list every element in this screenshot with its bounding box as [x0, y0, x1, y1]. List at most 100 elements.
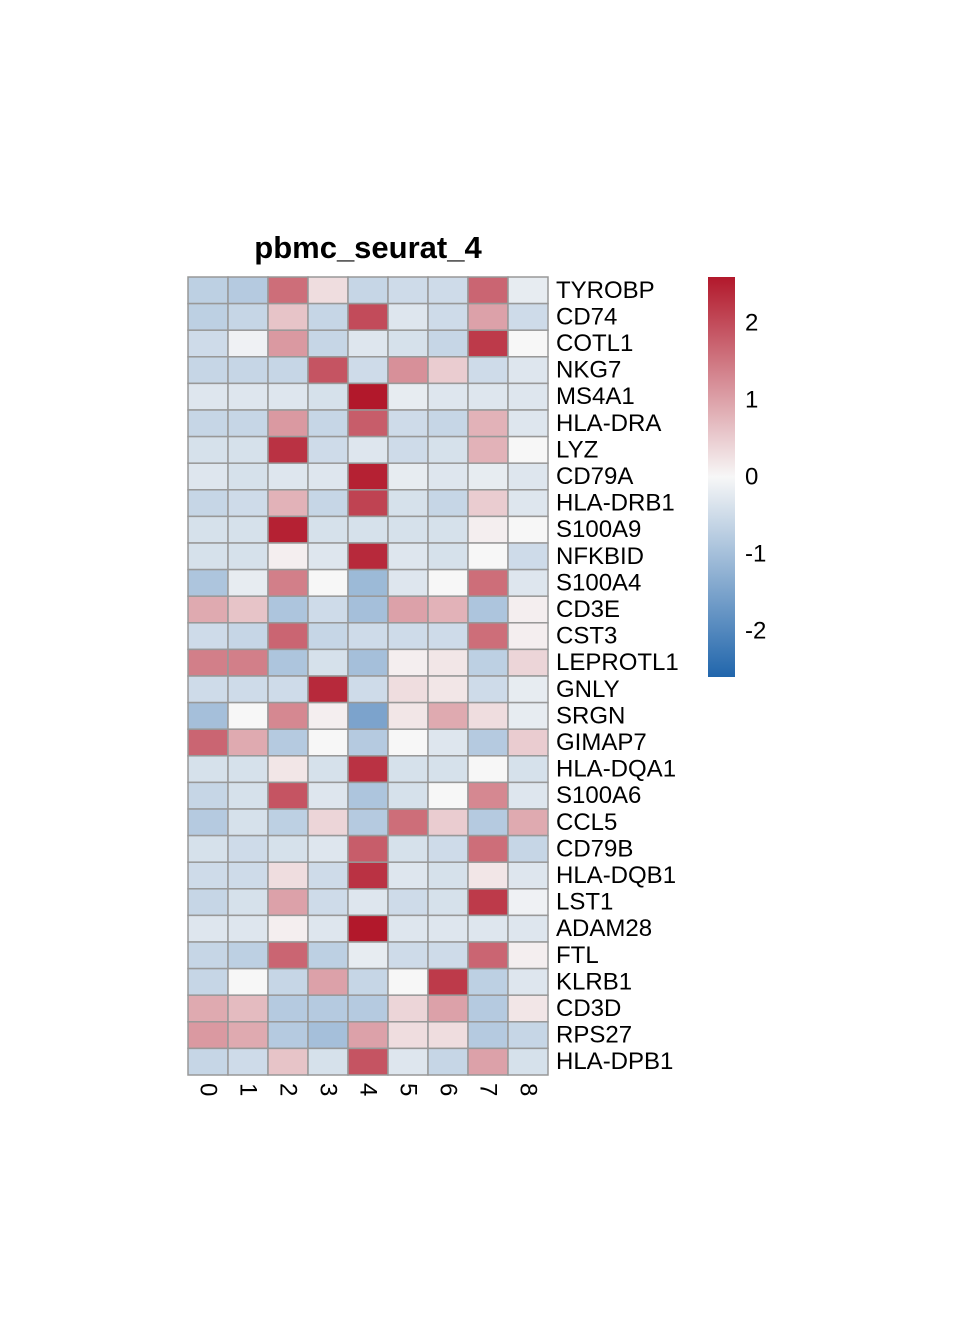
legend-tick-labels: 2 1 0 -1 -2 [745, 310, 766, 645]
heatmap-cell [267, 276, 309, 305]
heatmap-cell [187, 1047, 229, 1076]
column-label: 5 [395, 1083, 422, 1096]
heatmap-cell [387, 515, 429, 544]
heatmap-cell [187, 648, 229, 677]
heatmap-cell [307, 701, 349, 730]
row-label: SRGN [556, 702, 625, 729]
heatmap-cell [347, 329, 389, 358]
heatmap-cell [307, 888, 349, 917]
heatmap-cell [267, 622, 309, 651]
heatmap-cell [227, 435, 269, 464]
heatmap-cell [227, 755, 269, 784]
heatmap-cell [267, 595, 309, 624]
heatmap-cell [267, 542, 309, 571]
heatmap-cell [187, 329, 229, 358]
heatmap-cell [387, 755, 429, 784]
heatmap-cell [347, 941, 389, 970]
heatmap-cell [387, 1047, 429, 1076]
heatmap-cell [227, 489, 269, 518]
heatmap-cell [347, 834, 389, 863]
heatmap-cell [227, 276, 269, 305]
heatmap-cell [427, 542, 469, 571]
heatmap-cell [187, 781, 229, 810]
heatmap-cell [467, 834, 509, 863]
heatmap-cell [467, 675, 509, 704]
heatmap-cell [467, 622, 509, 651]
row-label: COTL1 [556, 330, 633, 357]
heatmap-cell [467, 276, 509, 305]
heatmap-cell [307, 595, 349, 624]
heatmap-cell [227, 1047, 269, 1076]
heatmap-cell [467, 329, 509, 358]
heatmap-cell [227, 302, 269, 331]
heatmap-cell [427, 329, 469, 358]
heatmap-cell [507, 967, 549, 996]
heatmap-cell [427, 302, 469, 331]
heatmap-cell [507, 276, 549, 305]
heatmap-cell [307, 648, 349, 677]
heatmap-cell [347, 1021, 389, 1050]
heatmap-cell [467, 1021, 509, 1050]
heatmap-cell [467, 489, 509, 518]
heatmap-cell [187, 302, 229, 331]
heatmap-cell [347, 276, 389, 305]
heatmap-cell [347, 542, 389, 571]
legend-color-bar [708, 277, 735, 677]
heatmap-cell [507, 1021, 549, 1050]
heatmap-cell [467, 808, 509, 837]
heatmap-cell [307, 994, 349, 1023]
heatmap-cell [307, 675, 349, 704]
heatmap-cell [427, 595, 469, 624]
column-label: 2 [275, 1083, 302, 1096]
heatmap-cell [467, 967, 509, 996]
heatmap-cell [347, 382, 389, 411]
heatmap-cell [267, 568, 309, 597]
row-label: S100A6 [556, 782, 641, 809]
heatmap-cell [507, 489, 549, 518]
column-label: 6 [435, 1083, 462, 1096]
heatmap-cell [507, 834, 549, 863]
heatmap-cell [347, 808, 389, 837]
heatmap-cell [347, 435, 389, 464]
row-label: CD3D [556, 995, 621, 1022]
heatmap-cell [387, 356, 429, 385]
legend-tick-label: 1 [745, 387, 758, 414]
row-label: HLA-DQA1 [556, 756, 676, 783]
heatmap-cell [347, 861, 389, 890]
heatmap-cell [507, 1047, 549, 1076]
heatmap-cell [187, 941, 229, 970]
heatmap-cells [187, 276, 549, 1076]
heatmap-cell [467, 462, 509, 491]
legend-tick-label: -1 [745, 540, 766, 567]
heatmap-cell [227, 967, 269, 996]
heatmap-cell [307, 462, 349, 491]
heatmap-cell [347, 356, 389, 385]
legend-tick-label: 2 [745, 310, 758, 337]
heatmap-cell [427, 834, 469, 863]
column-label: 0 [195, 1083, 222, 1096]
heatmap-cell [227, 648, 269, 677]
heatmap-cell [267, 834, 309, 863]
heatmap-cell [227, 382, 269, 411]
heatmap-cell [227, 701, 269, 730]
heatmap-cell [187, 276, 229, 305]
heatmap-cell [187, 728, 229, 757]
heatmap-cell [467, 515, 509, 544]
heatmap-cell [267, 1021, 309, 1050]
heatmap-cell [427, 781, 469, 810]
heatmap-cell [307, 808, 349, 837]
heatmap-cell [347, 302, 389, 331]
heatmap-cell [427, 276, 469, 305]
row-label: CD3E [556, 596, 620, 623]
heatmap-cell [427, 755, 469, 784]
heatmap-cell [227, 542, 269, 571]
heatmap-cell [347, 648, 389, 677]
heatmap-cell [427, 994, 469, 1023]
heatmap-cell [187, 755, 229, 784]
row-label: S100A9 [556, 516, 641, 543]
heatmap-cell [427, 1021, 469, 1050]
heatmap-cell [187, 542, 229, 571]
heatmap-cell [187, 675, 229, 704]
heatmap-cell [347, 568, 389, 597]
heatmap-cell [507, 329, 549, 358]
